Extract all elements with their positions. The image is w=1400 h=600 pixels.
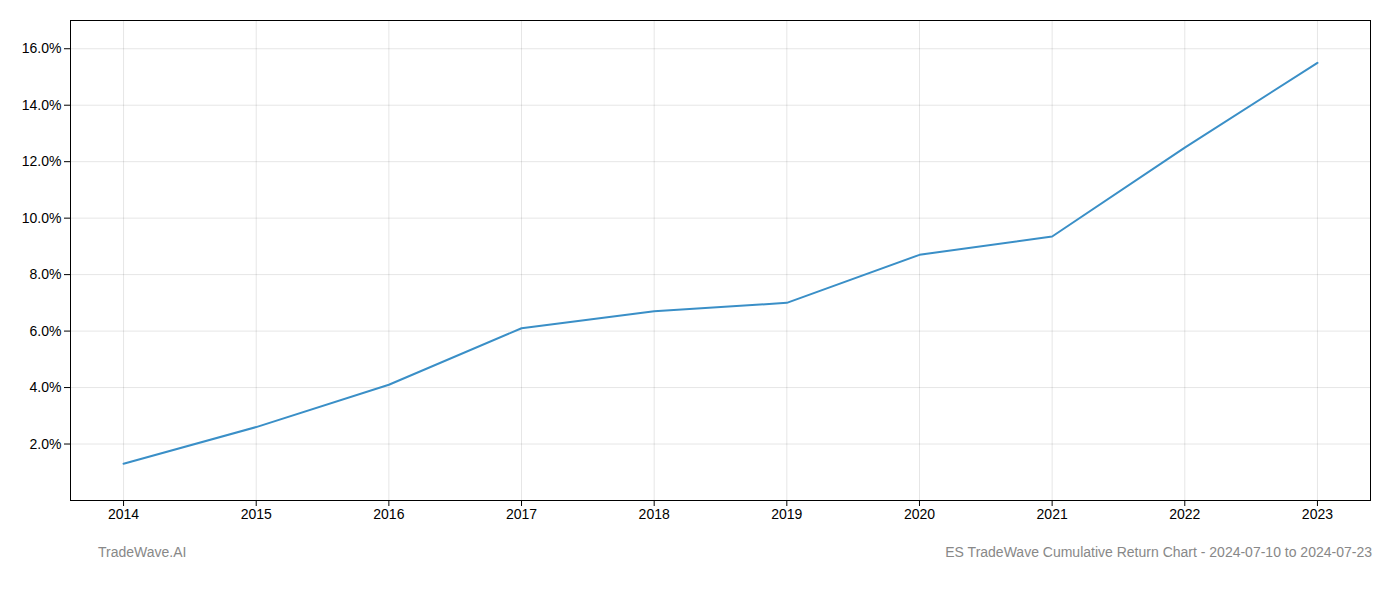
svg-text:2017: 2017	[506, 506, 537, 522]
svg-text:12.0%: 12.0%	[22, 153, 62, 169]
svg-text:2014: 2014	[108, 506, 139, 522]
svg-text:2018: 2018	[639, 506, 670, 522]
svg-text:2.0%: 2.0%	[30, 436, 62, 452]
svg-text:14.0%: 14.0%	[22, 97, 62, 113]
svg-text:2023: 2023	[1302, 506, 1333, 522]
svg-text:4.0%: 4.0%	[30, 379, 62, 395]
svg-text:2020: 2020	[904, 506, 935, 522]
html-text:ES TradeWave Cumulative Return: ES TradeWave Cumulative Return Chart - 2…	[945, 544, 1372, 560]
svg-text:2016: 2016	[373, 506, 404, 522]
svg-text:8.0%: 8.0%	[30, 266, 62, 282]
svg-text:10.0%: 10.0%	[22, 210, 62, 226]
svg-text:16.0%: 16.0%	[22, 40, 62, 56]
svg-text:2021: 2021	[1037, 506, 1068, 522]
svg-text:2022: 2022	[1169, 506, 1200, 522]
svg-text:2015: 2015	[241, 506, 272, 522]
html-text:TradeWave.AI: TradeWave.AI	[98, 544, 187, 560]
svg-text:6.0%: 6.0%	[30, 323, 62, 339]
svg-text:2019: 2019	[771, 506, 802, 522]
